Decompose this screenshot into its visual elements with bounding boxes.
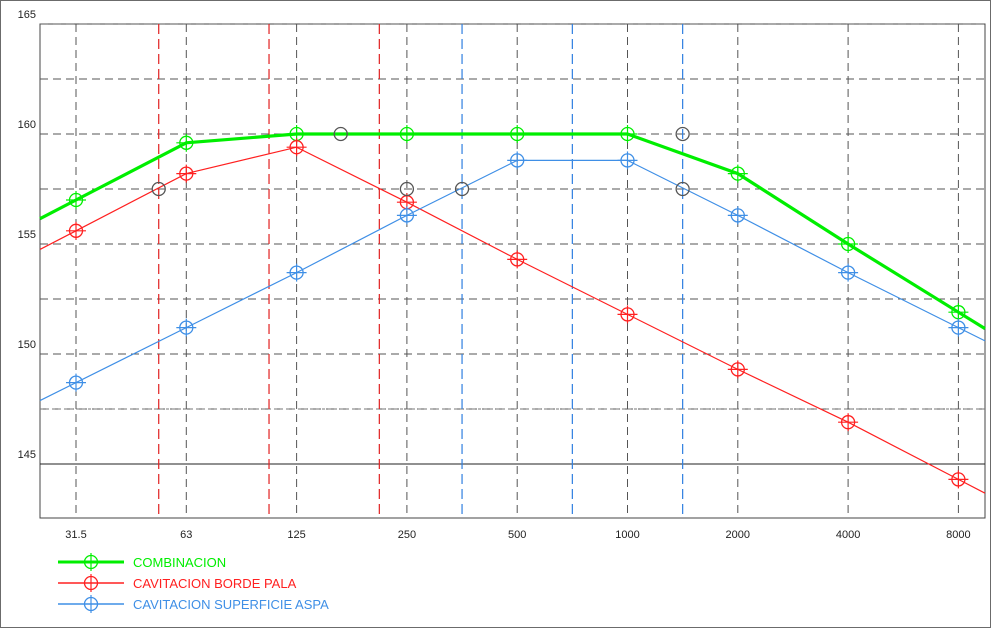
legend-label: CAVITACION SUPERFICIE ASPA — [133, 597, 329, 612]
series-point — [838, 263, 859, 282]
intersection-marker — [151, 181, 166, 197]
x-tick-label: 125 — [287, 529, 305, 541]
series-point — [948, 318, 969, 337]
series-point — [727, 164, 748, 183]
legend-item: COMBINACION — [58, 553, 226, 571]
series-line-2 — [39, 159, 986, 402]
series-point — [617, 151, 638, 170]
series-point — [176, 133, 197, 152]
series-point — [507, 151, 528, 170]
series-point — [66, 373, 86, 392]
x-tick-label: 31.5 — [65, 529, 86, 541]
legend-label: CAVITACION BORDE PALA — [133, 576, 297, 591]
grid — [39, 23, 986, 519]
x-tick-label: 500 — [508, 529, 526, 541]
series-point — [66, 221, 86, 240]
axis-labels: 31.5 63 125 250 500 1000 2000 4000 8000 145 150 155… — [18, 9, 971, 541]
plot-border — [39, 23, 986, 519]
x-tick-label: 63 — [180, 529, 192, 541]
series-point — [176, 318, 197, 337]
series-point — [507, 125, 528, 143]
series-point — [286, 138, 307, 157]
legend: COMBINACION CAVITACION BORDE PALA CAVITACI… — [58, 553, 329, 613]
intersection-marker — [675, 181, 690, 197]
series-point — [948, 470, 969, 489]
legend-item: CAVITACION SUPERFICIE ASPA — [58, 595, 329, 613]
series-point — [617, 125, 638, 143]
series-point — [396, 125, 417, 143]
series-point — [176, 164, 197, 183]
intersection-marker — [399, 181, 415, 197]
x-tick-label: 2000 — [726, 529, 750, 541]
x-tick-label: 1000 — [615, 529, 639, 541]
legend-item: CAVITACION BORDE PALA — [58, 574, 297, 592]
series-point — [507, 250, 528, 269]
series-point — [727, 360, 748, 379]
series-point — [948, 303, 969, 322]
series-line-1 — [39, 146, 986, 494]
series-point — [286, 263, 307, 282]
series-point — [66, 191, 86, 209]
x-tick-label: 250 — [398, 529, 416, 541]
series-point — [396, 206, 417, 225]
intersection-marker — [454, 181, 470, 197]
series-point — [838, 413, 859, 432]
intersection-marker — [333, 126, 348, 142]
y-tick-label: 155 — [18, 229, 36, 241]
y-tick-label: 160 — [18, 119, 36, 131]
series-point — [838, 235, 859, 253]
y-tick-label: 145 — [18, 449, 36, 461]
legend-label: COMBINACION — [133, 555, 226, 570]
colored-vertical-lines — [158, 24, 684, 518]
x-tick-label: 4000 — [836, 529, 860, 541]
series-markers — [66, 125, 969, 489]
series-lines — [39, 132, 986, 494]
series-point — [727, 206, 748, 225]
intersection-marker — [675, 126, 690, 142]
y-tick-label: 150 — [18, 339, 36, 351]
y-tick-label: 165 — [18, 9, 36, 21]
series-point — [617, 305, 638, 324]
x-tick-label: 8000 — [946, 529, 970, 541]
